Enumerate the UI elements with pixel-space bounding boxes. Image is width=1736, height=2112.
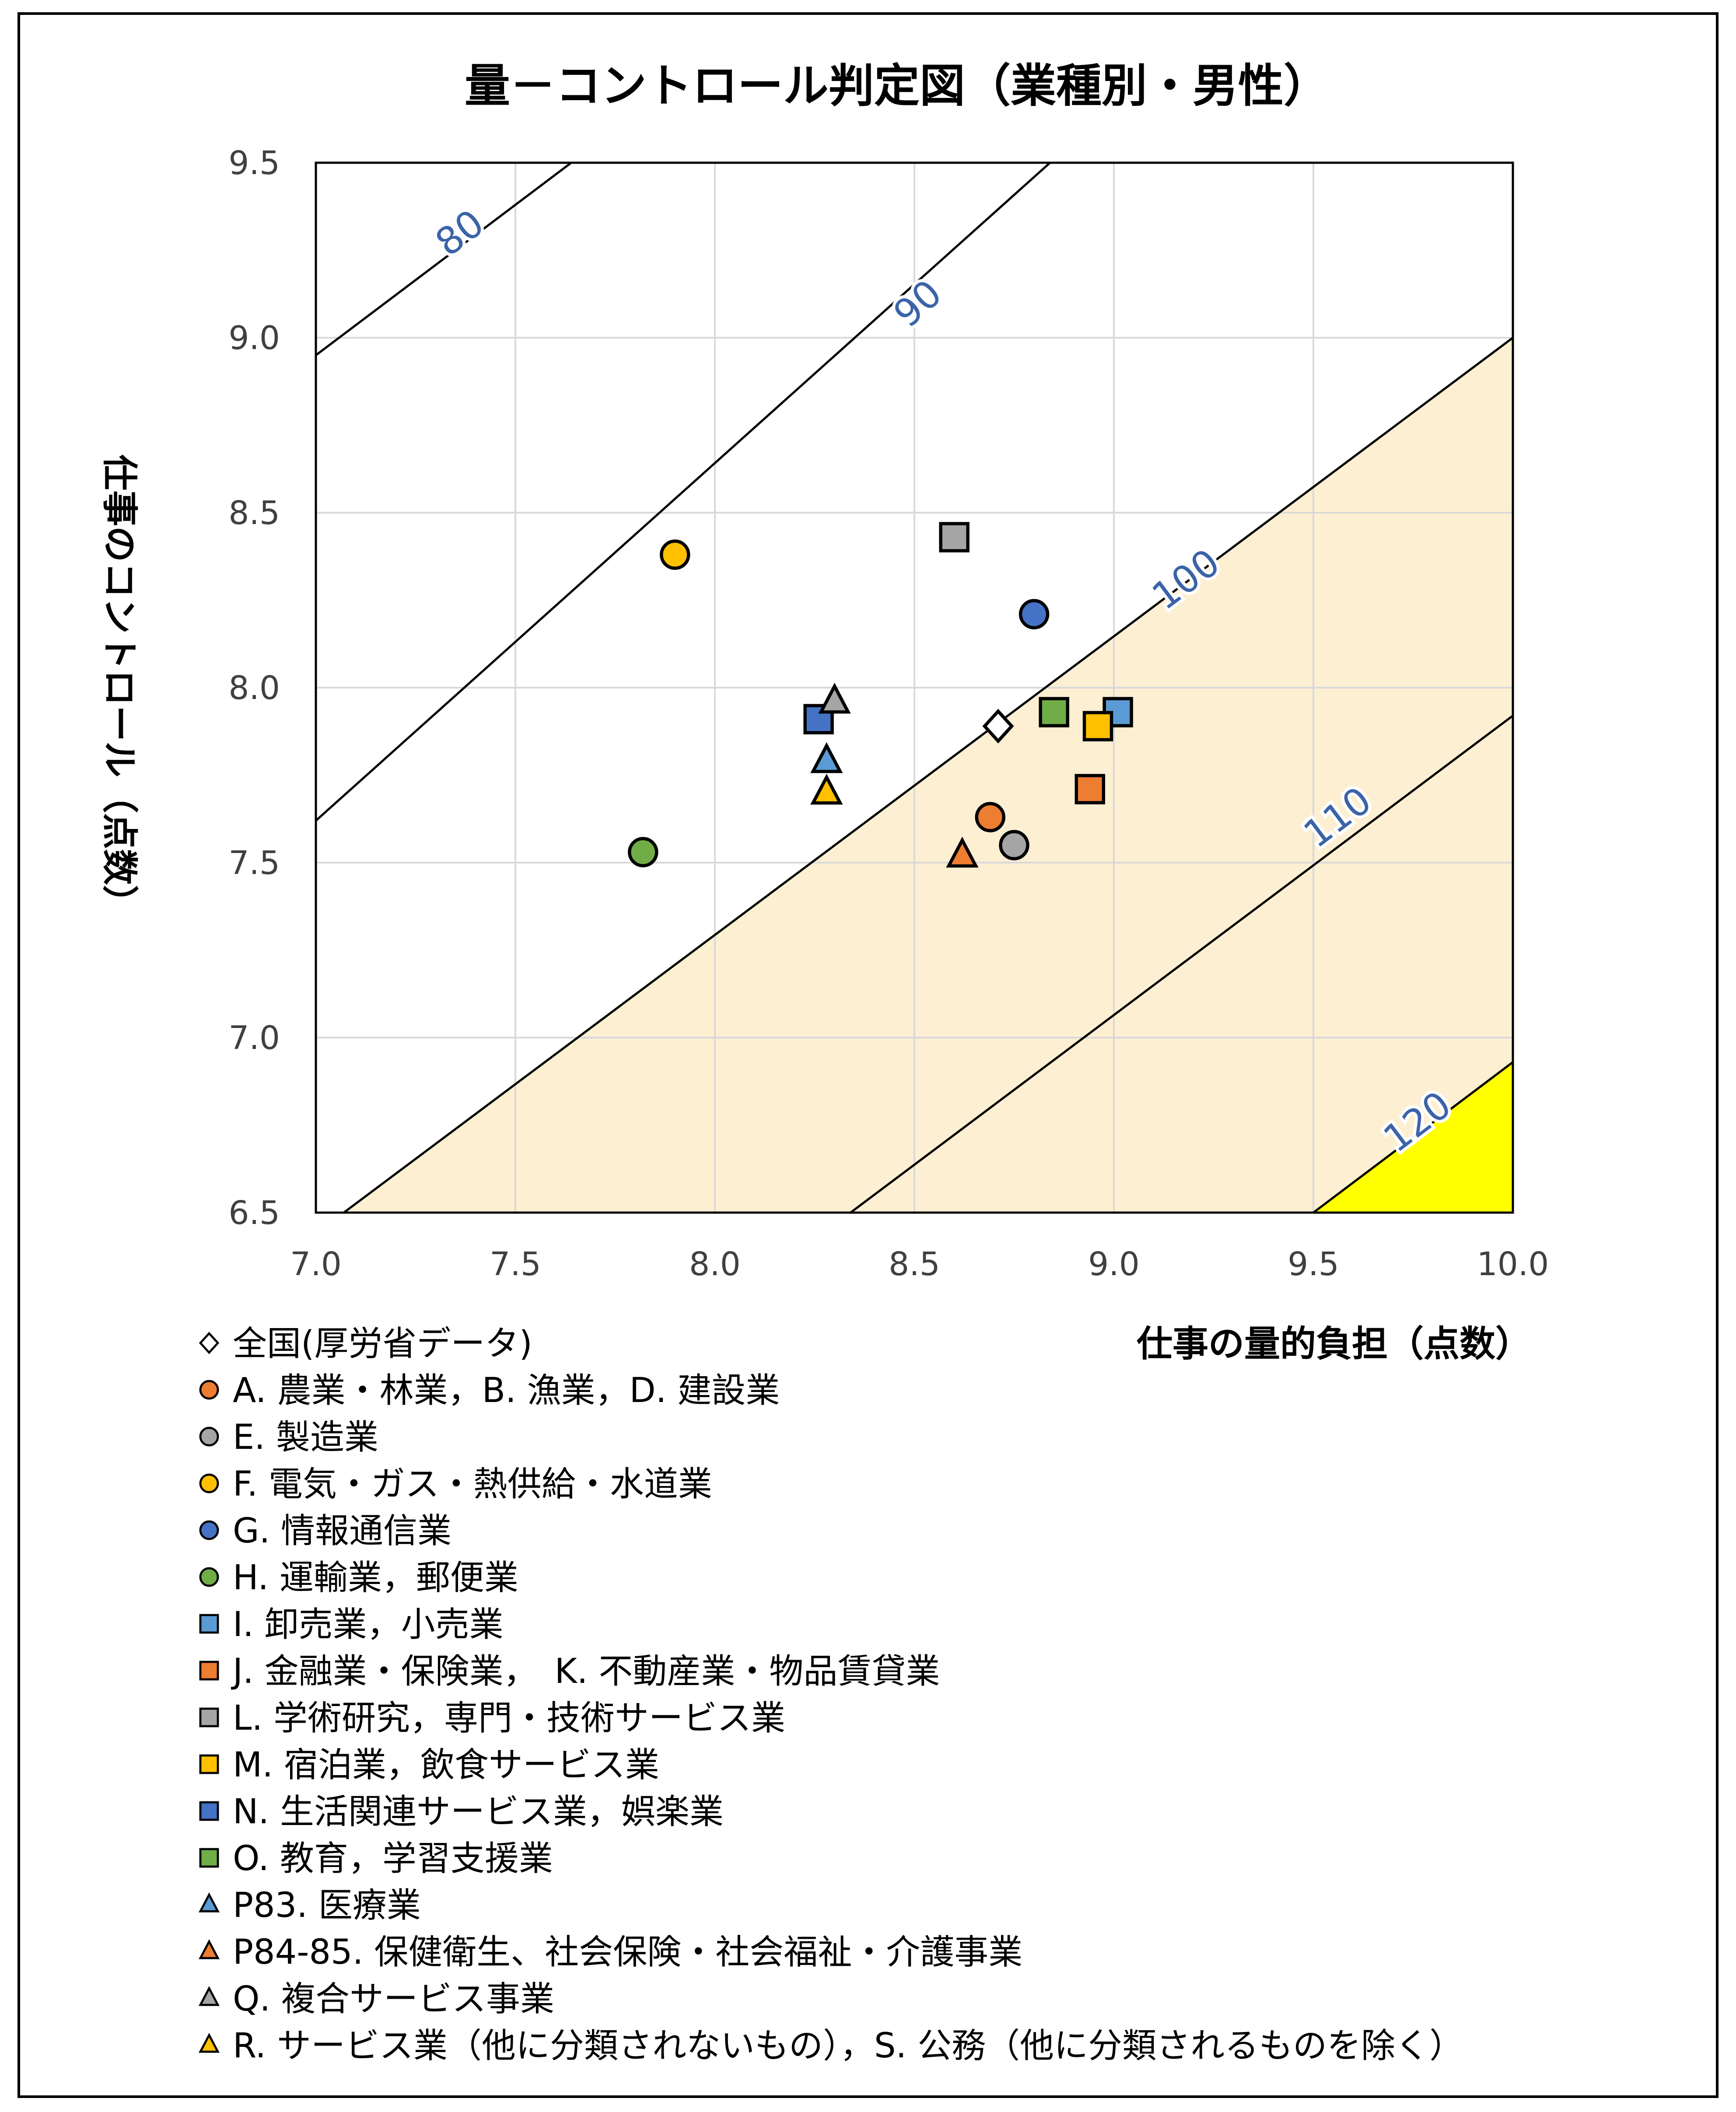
y-axis-title: 仕事のコントロール（点数） bbox=[98, 455, 140, 921]
legend-marker-0 bbox=[199, 1332, 220, 1354]
legend-label-14: Q. 複合サービス事業 bbox=[233, 1979, 554, 2019]
data-point-13 bbox=[946, 836, 979, 868]
data-point-12 bbox=[810, 742, 843, 773]
chart-frame bbox=[18, 12, 1718, 2098]
data-point-5 bbox=[628, 837, 658, 867]
x-tick-label: 9.5 bbox=[1288, 1245, 1339, 1283]
data-point-1 bbox=[975, 802, 1006, 832]
x-tick-label: 10.0 bbox=[1477, 1245, 1549, 1283]
data-point-14 bbox=[818, 682, 851, 714]
legend-label-15: R. サービス業（他に分類されないもの），S. 公務（他に分類されるものを除く） bbox=[233, 2026, 1463, 2066]
data-point-7 bbox=[1074, 774, 1106, 804]
legend-label-9: M. 宿泊業，飲食サービス業 bbox=[233, 1745, 659, 1785]
legend-marker-9 bbox=[199, 1754, 219, 1774]
y-tick-label: 9.5 bbox=[228, 144, 280, 182]
legend-label-6: I. 卸売業，小売業 bbox=[233, 1605, 504, 1644]
iso-line-label-80: 80 bbox=[427, 201, 492, 265]
legend-label-2: E. 製造業 bbox=[233, 1418, 378, 1457]
iso-line-90 bbox=[316, 163, 1051, 822]
legend-label-4: G. 情報通信業 bbox=[233, 1511, 452, 1551]
iso-line-100 bbox=[343, 336, 1513, 1213]
legend-label-0: 全国(厚労省データ) bbox=[233, 1324, 532, 1364]
plot-area-border bbox=[315, 161, 1514, 1214]
legend-marker-3 bbox=[199, 1473, 219, 1493]
x-tick-label: 7.0 bbox=[290, 1245, 342, 1283]
legend-marker-11 bbox=[199, 1848, 219, 1868]
data-point-8 bbox=[939, 522, 970, 552]
y-tick-label: 8.0 bbox=[228, 669, 280, 707]
legend-marker-1 bbox=[199, 1380, 219, 1400]
chart-title: 量－コントロール判定図（業種別・男性） bbox=[465, 59, 1329, 112]
data-point-0 bbox=[982, 709, 1014, 744]
legend-label-10: N. 生活関連サービス業，娯楽業 bbox=[233, 1792, 724, 1832]
y-tick-label: 9.0 bbox=[228, 319, 280, 357]
legend-marker-6 bbox=[199, 1614, 219, 1634]
iso-line-120 bbox=[1312, 1061, 1513, 1213]
x-axis-title: 仕事の量的負担（点数） bbox=[1137, 1323, 1531, 1365]
data-point-11 bbox=[1039, 697, 1069, 727]
x-tick-label: 8.0 bbox=[689, 1245, 741, 1283]
legend-marker-15 bbox=[199, 2033, 220, 2053]
data-point-3 bbox=[660, 539, 690, 570]
y-tick-label: 7.0 bbox=[228, 1019, 280, 1057]
legend-marker-14 bbox=[199, 1986, 220, 2006]
legend-label-12: P83. 医療業 bbox=[233, 1886, 421, 1925]
legend-label-5: H. 運輸業，郵便業 bbox=[233, 1558, 518, 1598]
legend-marker-4 bbox=[199, 1520, 219, 1540]
legend-marker-5 bbox=[199, 1567, 219, 1587]
legend-marker-10 bbox=[199, 1801, 219, 1821]
data-point-15 bbox=[810, 773, 843, 805]
iso-line-80 bbox=[316, 163, 572, 356]
shaded-region-0 bbox=[343, 338, 1513, 1213]
legend-marker-13 bbox=[199, 1939, 220, 1959]
legend-label-7: J. 金融業・保険業， K. 不動産業・物品賃貸業 bbox=[231, 1652, 940, 1691]
y-tick-label: 7.5 bbox=[228, 844, 280, 882]
x-tick-label: 7.5 bbox=[490, 1245, 541, 1283]
legend-label-13: P84-85. 保健衛生、社会保険・社会福祉・介護事業 bbox=[233, 1933, 1022, 1972]
x-tick-label: 9.0 bbox=[1088, 1245, 1140, 1283]
legend-label-3: F. 電気・ガス・熱供給・水道業 bbox=[233, 1465, 712, 1504]
iso-line-label-90: 90 bbox=[886, 272, 950, 336]
data-point-4 bbox=[1018, 599, 1050, 629]
x-tick-label: 8.5 bbox=[889, 1245, 940, 1283]
legend-marker-12 bbox=[199, 1892, 220, 1913]
legend-marker-2 bbox=[199, 1427, 219, 1447]
data-point-9 bbox=[1082, 711, 1113, 741]
data-point-2 bbox=[999, 830, 1029, 860]
y-tick-label: 8.5 bbox=[228, 494, 280, 532]
legend-label-8: L. 学術研究，専門・技術サービス業 bbox=[233, 1699, 785, 1738]
legend-marker-8 bbox=[199, 1707, 219, 1727]
y-tick-label: 6.5 bbox=[228, 1194, 280, 1232]
legend-label-1: A. 農業・林業，B. 漁業，D. 建設業 bbox=[233, 1371, 780, 1410]
legend-marker-7 bbox=[199, 1661, 219, 1681]
legend-label-11: O. 教育，学習支援業 bbox=[233, 1839, 553, 1878]
iso-line-110 bbox=[850, 715, 1513, 1213]
data-point-10 bbox=[803, 704, 834, 734]
